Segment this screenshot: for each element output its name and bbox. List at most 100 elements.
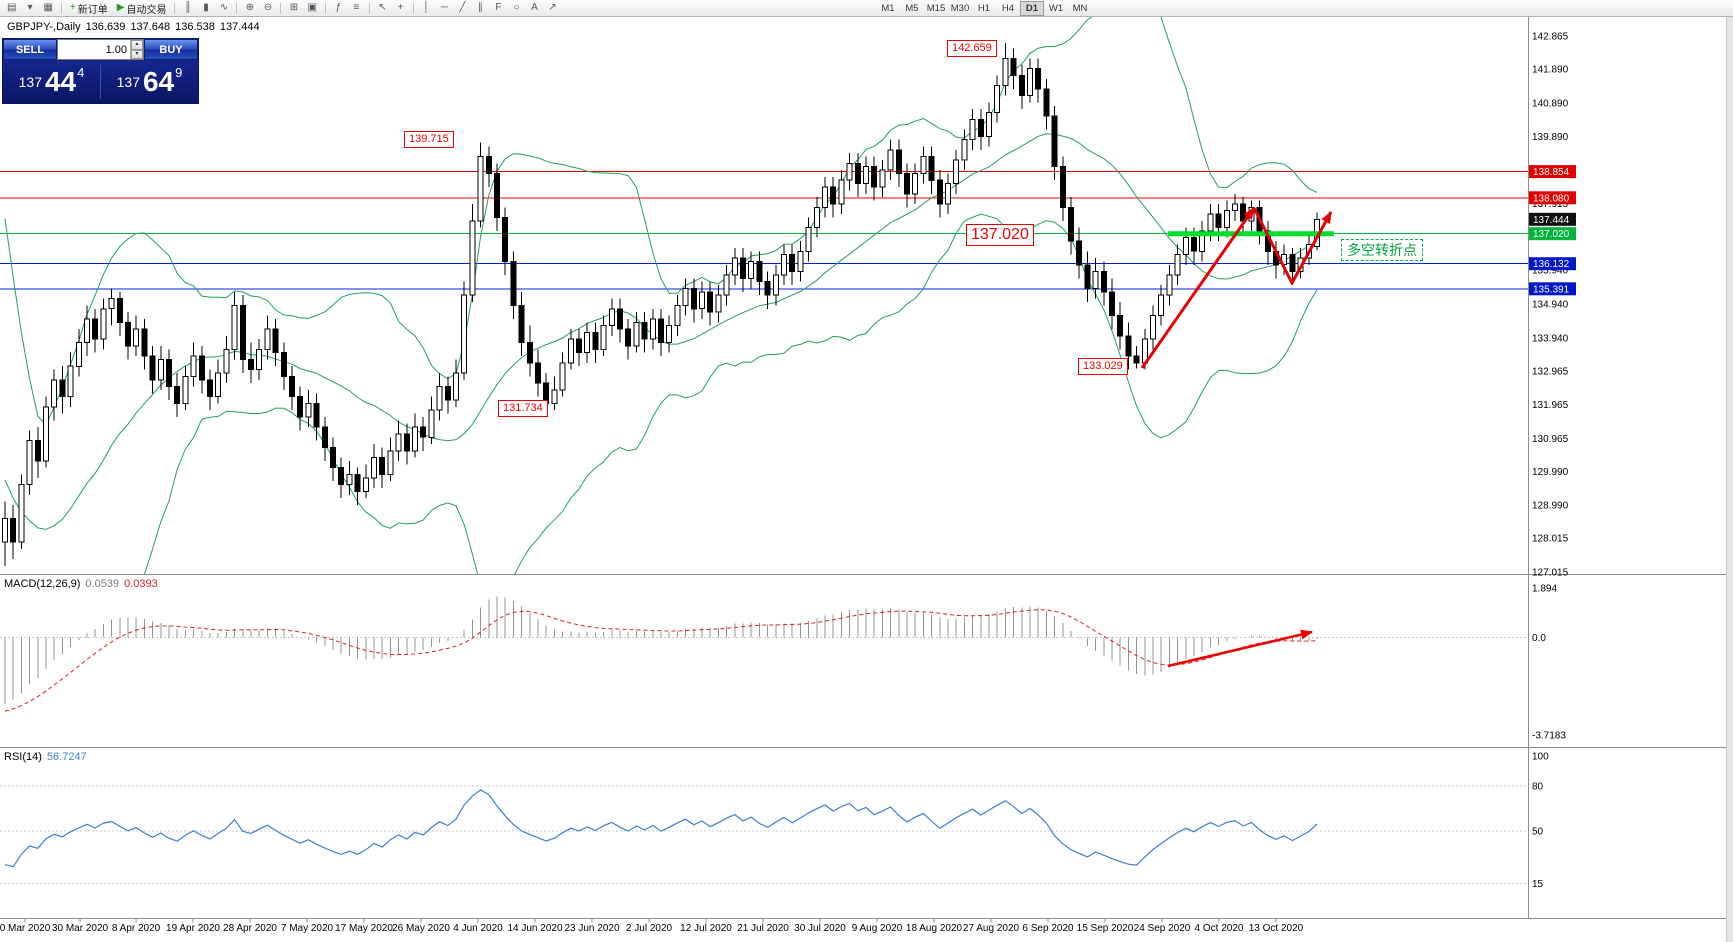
candlestick-chart-icon: ▮ — [203, 2, 209, 13]
timeframe-m5-button[interactable]: M5 — [905, 3, 919, 14]
svg-text:137.915: 137.915 — [1532, 199, 1569, 210]
volume-decrease-button[interactable]: ▾ — [131, 49, 143, 59]
svg-text:128.015: 128.015 — [1532, 534, 1569, 545]
autotrading-button: ▶ — [116, 2, 125, 13]
spinner-up-icon: ▴ — [135, 41, 139, 48]
timeframe-toolbar: M1 M5 M15 M30 H1 H4 D1 W1 MN — [876, 1, 1092, 16]
text-label-icon[interactable]: A — [526, 1, 543, 16]
price-divider — [100, 64, 101, 99]
svg-text:12 Jul 2020: 12 Jul 2020 — [680, 923, 732, 934]
svg-text:140.890: 140.890 — [1532, 98, 1569, 109]
open-value: 136.639 — [85, 21, 126, 33]
svg-text:138.854: 138.854 — [1533, 167, 1570, 178]
fibonacci-icon[interactable]: F — [490, 1, 507, 16]
buy-button[interactable]: BUY — [144, 39, 198, 60]
svg-text:21 Jul 2020: 21 Jul 2020 — [737, 923, 789, 934]
svg-text:133.940: 133.940 — [1532, 333, 1569, 344]
rsi-indicator-header: RSI(14) 56.7247 — [4, 751, 87, 763]
timeframe-mn-button[interactable]: MN — [1072, 3, 1088, 14]
trend-annotations — [1140, 207, 1334, 668]
new-order-button[interactable]: + 新订单 — [66, 1, 112, 16]
macd-indicator-header: MACD(12,26,9) 0.0539 0.0393 — [4, 578, 158, 590]
new-order-button: + — [69, 2, 76, 13]
cascade-windows-icon: ▣ — [307, 2, 317, 13]
timeframe-d1-button[interactable]: D1 — [1020, 1, 1044, 16]
timeframe-h1-button[interactable]: H1 — [977, 3, 991, 14]
indicators-icon[interactable]: ƒ — [330, 1, 347, 16]
chart-list-dropdown-icon[interactable]: ▾ — [21, 1, 38, 16]
toolbar-separator — [368, 2, 370, 14]
shapes-icon[interactable]: ○ — [508, 1, 525, 16]
timeframe-m30-button[interactable]: M30 — [950, 3, 970, 14]
turning-point-label[interactable]: 多空转折点 — [1341, 239, 1423, 261]
bar-chart-icon[interactable]: ║ — [179, 1, 196, 16]
crosshair-icon[interactable]: + — [392, 1, 409, 16]
volume-input[interactable] — [58, 40, 130, 59]
rsi-plot — [0, 785, 1528, 884]
rsi-value: 56.7247 — [46, 751, 87, 763]
rsi-title: RSI(14) — [4, 751, 42, 763]
svg-text:-3.7183: -3.7183 — [1532, 731, 1566, 742]
svg-text:30 Mar 2020: 30 Mar 2020 — [52, 923, 109, 934]
trendline-icon[interactable]: ╱ — [454, 1, 471, 16]
price-callout-label[interactable]: 139.715 — [404, 131, 454, 148]
volume-field: ▴ ▾ — [57, 39, 144, 60]
sell-price-pips: 44 — [44, 65, 77, 97]
profiles-icon[interactable]: ▦ — [39, 1, 56, 16]
horizontal-line-icon[interactable]: ─ — [436, 1, 453, 16]
buy-price-display[interactable]: 137 64 9 — [101, 60, 198, 103]
svg-text:139.890: 139.890 — [1532, 132, 1569, 143]
crosshair-icon: + — [397, 2, 404, 13]
price-callout-label[interactable]: 142.659 — [947, 40, 997, 57]
svg-text:15 Sep 2020: 15 Sep 2020 — [1077, 923, 1134, 934]
svg-text:132.965: 132.965 — [1532, 366, 1569, 377]
buy-price-prefix: 137 — [116, 73, 140, 90]
macd-plot — [0, 596, 1528, 712]
timeframe-h4-button[interactable]: H4 — [1001, 3, 1015, 14]
svg-text:4 Jun 2020: 4 Jun 2020 — [453, 923, 503, 934]
tile-windows-icon[interactable]: ⊞ — [285, 1, 302, 16]
cascade-windows-icon[interactable]: ▣ — [303, 1, 320, 16]
price-callout-label[interactable]: 137.020 — [966, 224, 1034, 246]
macd-signal-value: 0.0393 — [124, 578, 158, 590]
autotrading-button[interactable]: ▶ 自动交易 — [113, 1, 171, 16]
zoom-in-icon: ⊕ — [245, 2, 255, 13]
objects-list-icon: ≡ — [353, 2, 360, 13]
timeframe-w1-button[interactable]: W1 — [1048, 3, 1064, 14]
sell-button[interactable]: SELL — [3, 39, 57, 60]
vertical-line-icon[interactable]: │ — [418, 1, 435, 16]
svg-text:13 Oct 2020: 13 Oct 2020 — [1249, 923, 1304, 934]
svg-text:137.444: 137.444 — [1533, 215, 1570, 226]
svg-text:8 Apr 2020: 8 Apr 2020 — [112, 923, 161, 934]
svg-text:129.990: 129.990 — [1532, 467, 1569, 478]
new-order-button-label: 新订单 — [77, 4, 108, 16]
arrow-object-icon[interactable]: ↗ — [544, 1, 561, 16]
price-callout-label[interactable]: 131.734 — [498, 400, 548, 417]
svg-text:142.865: 142.865 — [1532, 32, 1569, 43]
objects-list-icon[interactable]: ≡ — [348, 1, 365, 16]
line-chart-icon[interactable]: ∿ — [215, 1, 232, 16]
svg-text:134.940: 134.940 — [1532, 300, 1569, 311]
sell-price-display[interactable]: 137 44 4 — [3, 60, 100, 103]
cursor-icon[interactable]: ↖ — [374, 1, 391, 16]
high-value: 137.648 — [130, 21, 171, 33]
equidistant-channel-icon[interactable]: ∥ — [472, 1, 489, 16]
toolbar-button-group: ▤ ▾ ▦ + 新订单 ▶ 自动交易 ║ ▮ ∿ ⊕ ⊖ ⊞ ▣ ƒ ≡ ↖ + │ ─ ╱ ∥ F ○ A ↗ — [3, 0, 561, 16]
macd-main-value: 0.0539 — [85, 578, 120, 590]
volume-increase-button[interactable]: ▴ — [131, 40, 143, 50]
svg-text:50: 50 — [1532, 827, 1544, 838]
price-callout-label[interactable]: 133.029 — [1078, 358, 1128, 375]
candlestick-chart-icon[interactable]: ▮ — [197, 1, 214, 16]
timeframe-m15-button[interactable]: M15 — [926, 3, 946, 14]
autotrading-button-label: 自动交易 — [126, 4, 167, 16]
new-chart-icon[interactable]: ▤ — [3, 1, 20, 16]
svg-text:137.020: 137.020 — [1533, 229, 1570, 240]
zoom-in-icon[interactable]: ⊕ — [241, 1, 258, 16]
svg-text:2 Jul 2020: 2 Jul 2020 — [626, 923, 673, 934]
zoom-out-icon[interactable]: ⊖ — [259, 1, 276, 16]
timeframe-m1-button[interactable]: M1 — [881, 3, 895, 14]
new-chart-icon: ▤ — [7, 2, 17, 13]
